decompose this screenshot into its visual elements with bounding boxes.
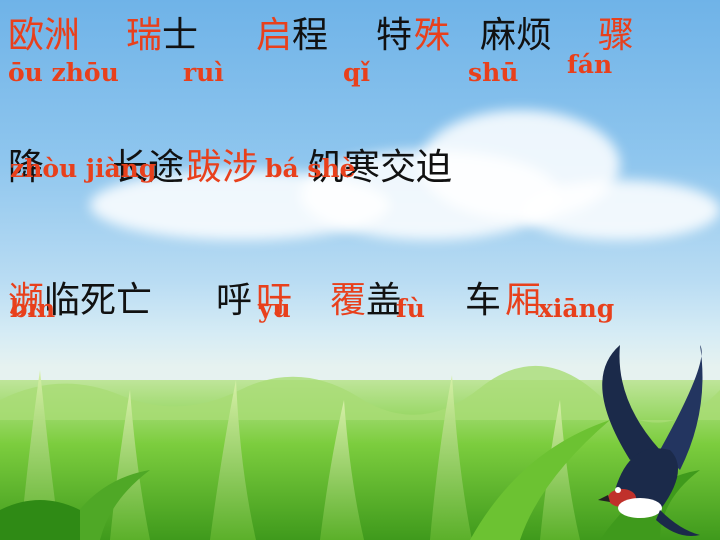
pinyin-zhoujiang: zhòu jiàng — [10, 154, 157, 183]
pinyin-fu: fù — [396, 294, 425, 323]
word-jihanjiaopo: 饥寒交迫 — [308, 147, 453, 188]
swallow-bird — [598, 345, 703, 536]
cloud — [520, 180, 720, 240]
word-fu-red: 覆 — [330, 280, 367, 321]
word-binlinsiwang: 濒临死亡 — [8, 283, 152, 319]
cloud — [90, 170, 390, 240]
pinyin-bashe: bá shè — [265, 154, 356, 183]
word-yu: 吁 — [256, 280, 293, 321]
word-fugai: 覆盖 — [330, 283, 402, 319]
word-bin-red: 濒 — [8, 280, 45, 321]
word-te: 特 — [376, 15, 413, 56]
word-qicheng: 启程 — [256, 18, 328, 54]
word-jiang: 降 — [8, 147, 45, 188]
word-gai-black: 盖 — [366, 280, 403, 321]
pinyin-ouzhou: ōu zhōu — [8, 58, 119, 87]
word-che: 车 — [465, 280, 502, 321]
word-linsiwang-black: 临死亡 — [44, 280, 153, 321]
pinyin-yu: yù — [258, 294, 291, 323]
word-hu: 呼 — [216, 280, 253, 321]
word-mafan: 麻烦 — [480, 15, 553, 56]
word-ruishi-black: 士 — [162, 15, 199, 56]
word-changtu: 长途 — [112, 147, 185, 188]
word-xiang: 厢 — [505, 280, 542, 321]
word-qicheng-black: 程 — [292, 15, 329, 56]
word-ouzhou: 欧洲 — [8, 15, 81, 56]
word-bashe: 跋涉 — [186, 147, 259, 188]
pinyin-xiang: xiāng — [538, 294, 615, 323]
word-ruishi: 瑞士 — [126, 18, 198, 54]
pinyin-rui: ruì — [183, 58, 224, 87]
word-zhou: 骤 — [598, 15, 635, 56]
word-ruishi-red: 瑞 — [126, 15, 163, 56]
pinyin-bin: bīn — [10, 294, 56, 323]
pinyin-shu: shū — [468, 58, 519, 87]
pinyin-fan: fán — [567, 50, 613, 79]
word-qicheng-red: 启 — [256, 15, 293, 56]
word-shu: 殊 — [414, 15, 451, 56]
pinyin-qi: qǐ — [343, 58, 370, 87]
